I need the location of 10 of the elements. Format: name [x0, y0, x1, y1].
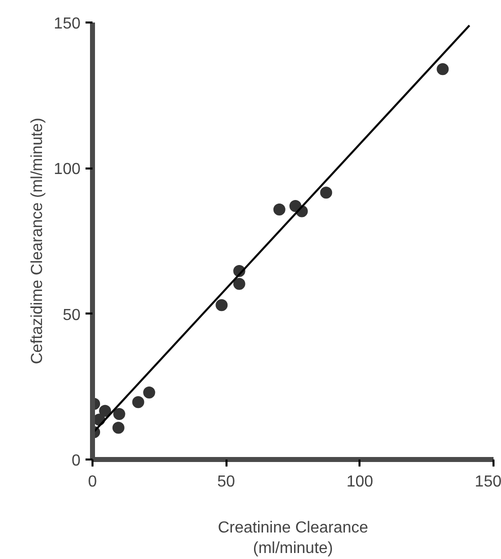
x-tick-label: 50	[217, 474, 236, 490]
x-tick-label: 150	[474, 474, 501, 490]
y-axis-title: Ceftazidime Clearance (ml/minute)	[28, 118, 46, 364]
x-axis-title: Creatinine Clearance (ml/minute)	[218, 520, 368, 557]
x-tick-label: 100	[346, 474, 374, 490]
x-tick-label: 0	[88, 474, 98, 490]
y-tick-label: 0	[72, 452, 81, 470]
y-tick-label: 100	[54, 161, 81, 178]
y-tick-label: 50	[62, 306, 81, 324]
y-tick-label: 150	[54, 16, 81, 32]
